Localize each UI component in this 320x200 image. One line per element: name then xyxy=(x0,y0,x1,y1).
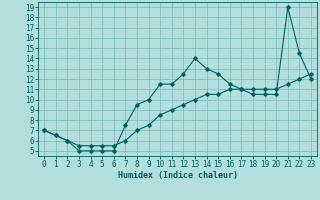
X-axis label: Humidex (Indice chaleur): Humidex (Indice chaleur) xyxy=(118,171,238,180)
